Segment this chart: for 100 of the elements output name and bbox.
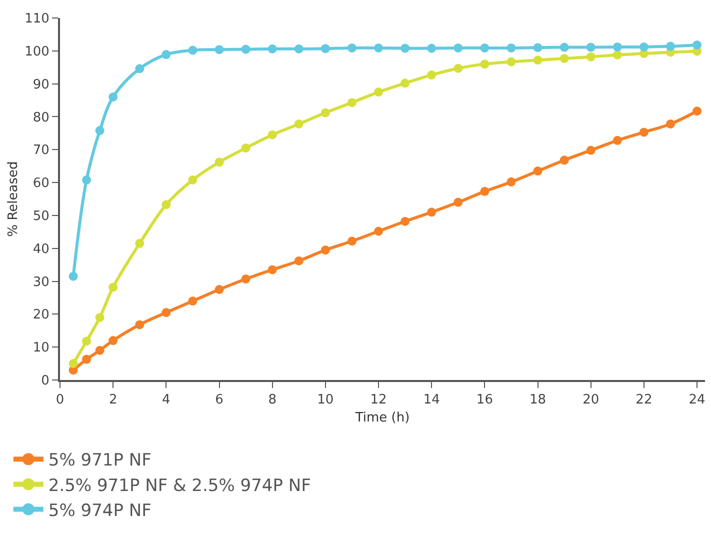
point [666,119,675,128]
point [586,52,596,62]
point [268,44,277,54]
x-tick-label: 14 [423,392,440,408]
point [400,216,410,226]
point [294,44,304,54]
x-tick-label: 8 [268,392,276,408]
point [533,43,542,52]
point [162,200,171,210]
point [612,50,622,60]
legend-label: 5% 974P NF [48,500,152,521]
point [347,98,356,108]
point [241,143,250,152]
point [108,282,118,292]
point [400,78,410,88]
point [294,119,304,128]
point [692,40,702,50]
point [320,246,330,255]
point [188,46,198,55]
point [320,44,330,54]
x-tick-label: 6 [215,392,224,408]
point [427,44,436,53]
y-axis-title: % Released [6,161,22,237]
point [586,146,596,155]
point [454,64,463,73]
point [135,64,144,74]
legend-label: 2.5% 971P NF & 2.5% 974P NF [48,476,311,496]
point [108,92,118,102]
y-tick-label: 20 [32,308,50,323]
point [241,274,250,284]
point [427,208,436,217]
point [374,88,384,97]
point [506,177,516,186]
point [135,238,144,248]
point [427,70,436,80]
y-tick-label: 50 [32,209,50,224]
point [666,42,675,51]
point [374,226,384,236]
point [214,285,224,294]
point [506,57,516,66]
point [162,50,171,60]
x-tick-label: 4 [162,392,170,408]
point [454,198,463,207]
x-tick-label: 22 [636,392,652,408]
point [480,43,490,52]
point [95,346,104,355]
point [82,175,92,184]
point [639,128,648,137]
y-tick-label: 40 [32,242,50,257]
point [135,320,144,330]
point [241,44,250,54]
y-tick-label: 110 [24,12,50,27]
point [400,44,410,53]
x-tick-label: 0 [56,392,64,408]
point [639,42,648,52]
point [214,158,224,167]
point [560,54,569,63]
x-axis-title: Time (h) [354,410,410,426]
y-tick-label: 80 [32,110,50,126]
x-tick-label: 24 [688,392,706,408]
point [214,45,224,54]
point [533,56,542,65]
legend-label: 5% 971P NF [48,450,152,471]
point [347,236,356,246]
y-tick-label: 0 [41,374,50,389]
point [374,43,384,52]
point [347,43,356,52]
point [560,42,569,52]
point [95,126,104,136]
point [506,43,516,52]
point [692,106,702,116]
y-tick-label: 70 [32,143,50,158]
point [162,308,171,318]
point [454,43,463,52]
x-tick-label: 2 [108,392,118,408]
point [268,265,277,274]
y-tick-label: 10 [32,340,50,356]
x-tick-label: 12 [370,392,387,408]
point [533,166,542,176]
point [268,130,277,140]
point [188,175,198,184]
point [560,156,569,165]
x-tick-label: 20 [582,392,600,408]
y-tick-label: 30 [32,274,50,290]
point [480,60,490,69]
x-tick-label: 18 [530,392,546,408]
x-tick-label: 16 [476,392,493,408]
point [82,336,92,346]
point [612,136,622,145]
point [480,186,490,196]
point [612,42,622,52]
point [68,272,78,281]
point [82,354,92,364]
point [586,42,596,52]
point [108,336,118,346]
point [294,256,304,266]
x-tick-label: 10 [317,392,334,408]
point [95,312,104,322]
y-tick-label: 100 [24,44,50,60]
point [320,108,330,118]
